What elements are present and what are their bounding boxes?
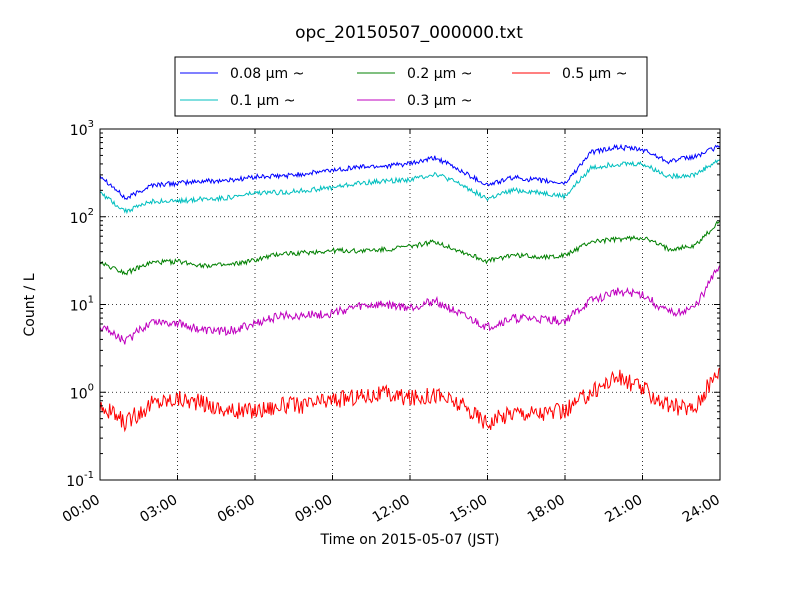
x-tick-label: 18:00 bbox=[525, 492, 568, 526]
series-group bbox=[99, 143, 721, 433]
x-tick-label: 09:00 bbox=[292, 492, 335, 526]
legend-label: 0.3 μm ~ bbox=[407, 93, 472, 109]
x-tick-label: 00:00 bbox=[60, 492, 103, 526]
y-axis: 10-1 100 101 102 103 bbox=[66, 119, 720, 490]
series-line bbox=[99, 159, 721, 215]
x-tick-label: 06:00 bbox=[215, 492, 258, 526]
x-tick-label: 15:00 bbox=[447, 492, 490, 526]
chart-title: opc_20150507_000000.txt bbox=[295, 23, 523, 43]
y-tick-label: 103 bbox=[70, 119, 94, 139]
y-tick-label: 102 bbox=[70, 207, 94, 227]
series-line bbox=[99, 367, 721, 433]
legend-label: 0.1 μm ~ bbox=[230, 93, 295, 109]
x-tick-label: 12:00 bbox=[370, 492, 413, 526]
legend-label: 0.08 μm ~ bbox=[230, 66, 304, 82]
x-axis-title: Time on 2015-05-07 (JST) bbox=[320, 532, 500, 548]
series-line bbox=[99, 220, 721, 276]
legend-box bbox=[174, 56, 648, 117]
x-tick-label: 21:00 bbox=[602, 492, 645, 526]
series-line bbox=[99, 265, 721, 345]
x-tick-label: 24:00 bbox=[680, 492, 723, 526]
y-tick-label: 100 bbox=[70, 382, 94, 402]
x-tick-label: 03:00 bbox=[137, 492, 180, 526]
y-axis-title: Count / L bbox=[22, 273, 38, 336]
series-line bbox=[99, 143, 721, 201]
legend: 0.08 μm ~ 0.1 μm ~ 0.2 μm ~ 0.3 μm ~ 0.5 μm … bbox=[174, 56, 648, 117]
legend-label: 0.2 μm ~ bbox=[407, 66, 472, 82]
y-tick-label: 10-1 bbox=[66, 470, 94, 490]
grid-lines bbox=[100, 129, 720, 480]
legend-label: 0.5 μm ~ bbox=[562, 66, 627, 82]
y-tick-label: 101 bbox=[70, 295, 94, 315]
